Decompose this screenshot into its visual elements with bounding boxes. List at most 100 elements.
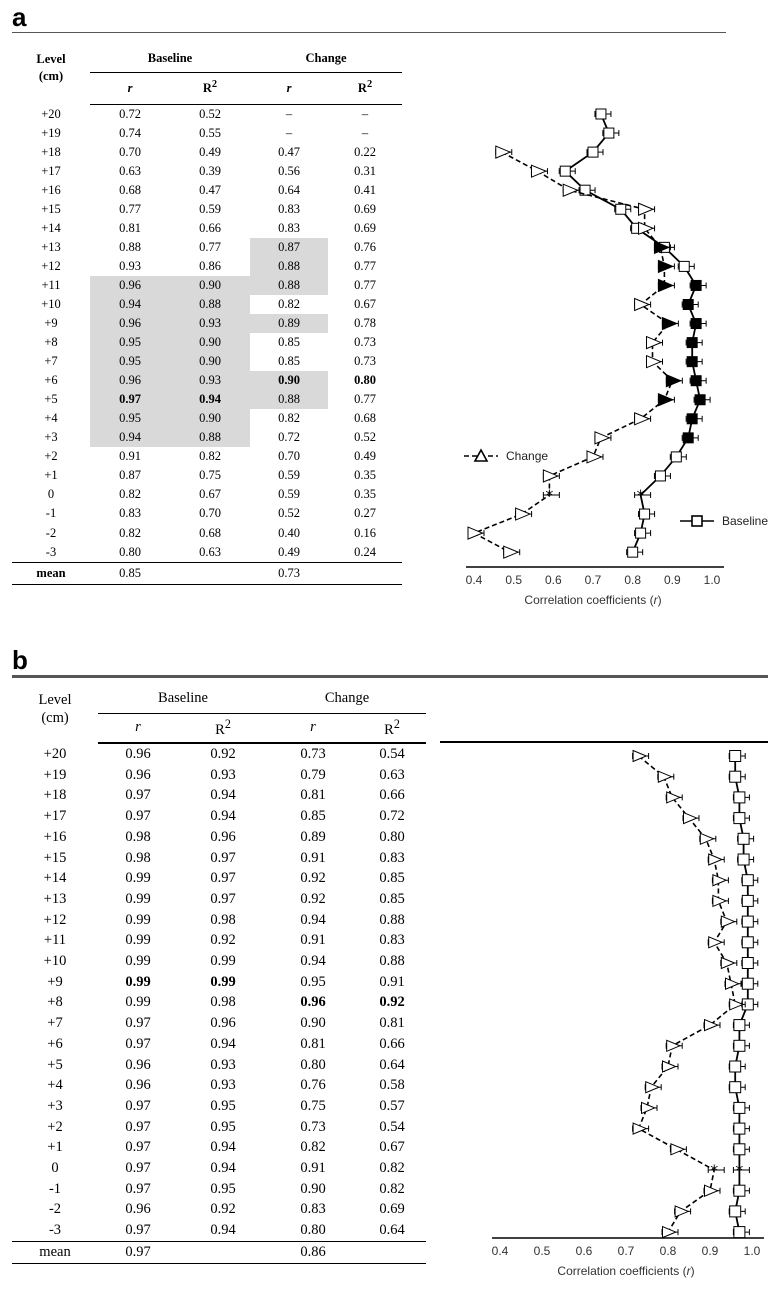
change-point bbox=[646, 354, 663, 369]
level-cell: 0 bbox=[51, 1160, 59, 1177]
r2-label: R bbox=[215, 721, 225, 738]
table-row: +5 0.96 0.93 0.80 0.64 bbox=[12, 1055, 426, 1076]
level-cell: +3 bbox=[44, 430, 58, 445]
table-row: +13 0.88 0.77 0.87 0.76 bbox=[12, 237, 402, 257]
change-r2-cell: 0.73 bbox=[354, 335, 376, 350]
change-r-cell: 0.80 bbox=[300, 1056, 326, 1073]
level-cell: +6 bbox=[44, 373, 58, 388]
table-body-a: +20 0.72 0.52– – +19 0.74 0.55– – +18 0.70 0.49 0.4… bbox=[12, 105, 402, 563]
baseline-r2-cell: 0.92 bbox=[210, 932, 236, 949]
table-row: +1 0.97 0.94 0.82 0.67 bbox=[12, 1137, 426, 1158]
table-rule-extension bbox=[440, 741, 768, 743]
baseline-r2-cell: 0.98 bbox=[210, 911, 236, 928]
mean-change-r: 0.73 bbox=[250, 561, 329, 585]
baseline-point bbox=[728, 770, 746, 783]
change-r-cell: 0.89 bbox=[250, 314, 329, 334]
level-cell: +2 bbox=[44, 449, 58, 464]
change-point bbox=[657, 259, 675, 274]
legend-entry: Change bbox=[464, 448, 548, 463]
change-point bbox=[665, 373, 683, 388]
legend-label: Change bbox=[506, 449, 548, 463]
baseline-r2-cell: 0.52 bbox=[199, 106, 221, 121]
baseline-r2-cell: 0.55 bbox=[199, 125, 221, 140]
change-r-cell: 0.83 bbox=[300, 1201, 326, 1218]
table-row: -2 0.82 0.68 0.40 0.16 bbox=[12, 524, 402, 543]
change-r2-cell: 0.69 bbox=[379, 1201, 405, 1218]
change-r-cell: 0.95 bbox=[300, 973, 326, 990]
change-r2-cell: 0.85 bbox=[379, 890, 405, 907]
change-r-cell: 0.75 bbox=[300, 1097, 326, 1114]
baseline-point bbox=[634, 527, 652, 539]
change-r2-cell: 0.66 bbox=[379, 787, 405, 804]
baseline-point bbox=[685, 356, 703, 368]
baseline-r-cell: 0.74 bbox=[119, 125, 141, 140]
baseline-r2-cell: 0.90 bbox=[170, 333, 251, 353]
table-row: +14 0.81 0.66 0.83 0.69 bbox=[12, 219, 402, 238]
baseline-r2-cell: 0.88 bbox=[170, 428, 251, 448]
change-r-cell: 0.88 bbox=[250, 390, 329, 410]
level-cell: +19 bbox=[41, 125, 61, 140]
baseline-point bbox=[732, 1039, 750, 1052]
change-r-cell: 0.91 bbox=[300, 1160, 326, 1177]
x-tick-label: 1.0 bbox=[744, 1244, 761, 1258]
table-row: +4 0.96 0.93 0.76 0.58 bbox=[12, 1075, 426, 1096]
x-tick-label: 0.4 bbox=[492, 1244, 509, 1258]
baseline-r2-cell: 0.92 bbox=[210, 746, 236, 762]
change-r2-cell: 0.80 bbox=[354, 373, 376, 388]
panel-b: b Level (cm) Baseline Change r R2 r R2 +… bbox=[0, 645, 768, 1291]
r2-label: R bbox=[384, 721, 394, 738]
baseline-r2-cell: 0.99 bbox=[210, 973, 236, 990]
change-point bbox=[661, 316, 679, 331]
change-r2-cell: 0.78 bbox=[354, 316, 376, 331]
x-tick-label: 0.5 bbox=[534, 1244, 551, 1258]
baseline-point: * bbox=[732, 1161, 750, 1180]
baseline-r-cell: 0.94 bbox=[90, 428, 170, 448]
change-r2-cell: 0.88 bbox=[379, 953, 405, 970]
level-cell: +5 bbox=[44, 392, 58, 407]
baseline-r-cell: 0.97 bbox=[125, 1222, 151, 1239]
baseline-r-cell: 0.99 bbox=[125, 911, 151, 928]
baseline-r2-cell: 0.95 bbox=[210, 1097, 236, 1114]
correlation-table: Level (cm) Baseline Change r R2 r R2 +20… bbox=[12, 685, 427, 1264]
change-point bbox=[657, 770, 675, 783]
change-r-cell: 0.81 bbox=[300, 1035, 326, 1052]
change-r-cell: 0.70 bbox=[278, 449, 300, 464]
change-r2-cell: 0.66 bbox=[379, 1035, 405, 1052]
level-cell: +20 bbox=[43, 745, 67, 762]
level-cell: +1 bbox=[44, 468, 58, 483]
change-point bbox=[638, 202, 656, 216]
change-r-cell: 0.85 bbox=[278, 354, 300, 369]
change-r2-cell: 0.83 bbox=[379, 849, 405, 866]
level-cell: +5 bbox=[47, 1056, 63, 1073]
baseline-r2-cell: 0.92 bbox=[210, 1201, 236, 1218]
table-row: +2 0.97 0.95 0.73 0.54 bbox=[12, 1117, 426, 1138]
change-r2-cell: 0.67 bbox=[379, 1139, 405, 1156]
table-row: +13 0.99 0.97 0.92 0.85 bbox=[12, 889, 426, 910]
mean-change-r: 0.86 bbox=[268, 1240, 358, 1264]
level-cell: +4 bbox=[44, 411, 58, 426]
change-r2-cell: 0.76 bbox=[354, 239, 376, 254]
baseline-point bbox=[732, 1226, 750, 1239]
change-point: * bbox=[707, 1161, 725, 1180]
legend-entry: Baseline bbox=[680, 514, 768, 528]
change-r-cell: 0.85 bbox=[278, 335, 300, 350]
baseline-r-cell: 0.97 bbox=[125, 1180, 151, 1197]
baseline-r-header: r bbox=[98, 713, 178, 744]
table-row: -3 0.97 0.94 0.80 0.64 bbox=[12, 1220, 426, 1241]
change-point bbox=[634, 412, 652, 426]
baseline-point bbox=[681, 299, 699, 310]
table-row: +14 0.99 0.97 0.92 0.85 bbox=[12, 868, 426, 889]
baseline-point bbox=[737, 853, 755, 866]
level-cell: -3 bbox=[45, 544, 57, 559]
change-header: Change bbox=[250, 46, 403, 73]
change-point bbox=[711, 894, 729, 908]
table-row: +15 0.77 0.59 0.83 0.69 bbox=[12, 200, 402, 219]
level-cell: +14 bbox=[43, 870, 67, 887]
change-r2-cell: 0.72 bbox=[379, 808, 405, 825]
baseline-r-cell: 0.77 bbox=[119, 201, 141, 216]
baseline-r2-cell: 0.94 bbox=[210, 1035, 236, 1052]
change-point bbox=[586, 450, 604, 464]
table-row: -3 0.80 0.63 0.49 0.24 bbox=[12, 543, 402, 563]
level-cell: +2 bbox=[47, 1118, 63, 1135]
level-cell: +6 bbox=[47, 1035, 63, 1052]
